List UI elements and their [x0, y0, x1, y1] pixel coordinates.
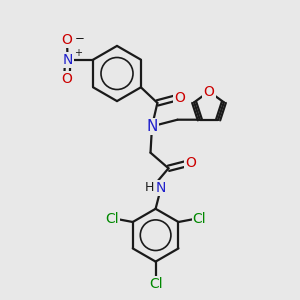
- Text: O: O: [174, 91, 185, 104]
- Text: O: O: [61, 33, 72, 47]
- Text: Cl: Cl: [193, 212, 206, 226]
- Text: −: −: [75, 32, 85, 45]
- Text: N: N: [62, 53, 73, 67]
- Text: O: O: [61, 72, 72, 86]
- Text: O: O: [186, 156, 196, 170]
- Text: N: N: [146, 119, 158, 134]
- Text: H: H: [145, 181, 154, 194]
- Text: Cl: Cl: [105, 212, 119, 226]
- Text: N: N: [156, 181, 166, 195]
- Text: +: +: [74, 48, 82, 58]
- Text: O: O: [204, 85, 214, 98]
- Text: Cl: Cl: [149, 277, 162, 291]
